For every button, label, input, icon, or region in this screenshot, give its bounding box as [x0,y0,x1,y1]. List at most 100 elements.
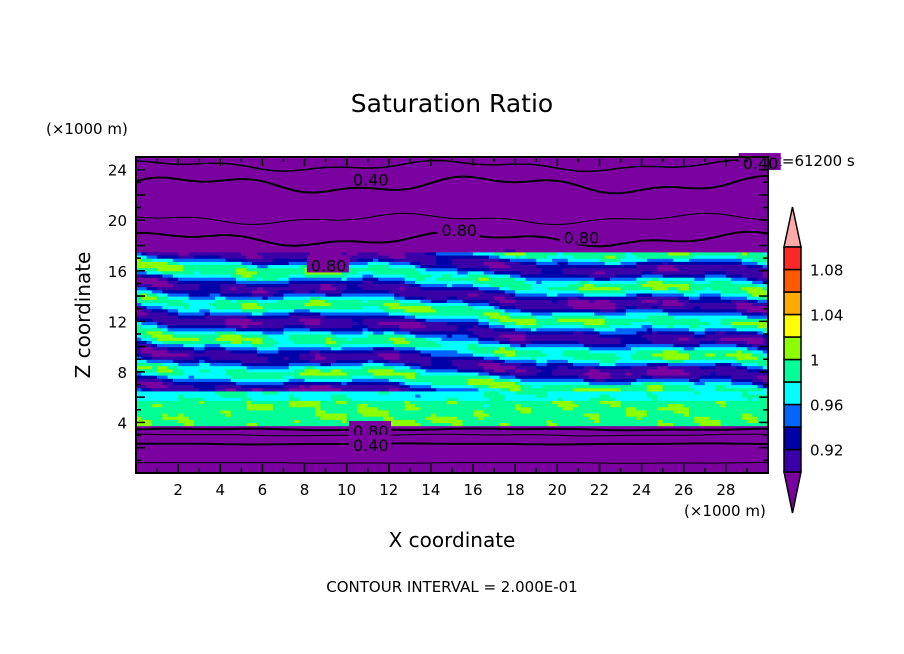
field-cell [146,384,169,389]
field-cell [409,384,432,389]
field-cell [136,349,142,354]
field-cell [641,381,664,386]
field-cell [657,394,743,398]
colorbar-tick-label: 1.04 [810,307,843,325]
field-cell [136,406,248,411]
field-cell [536,327,595,332]
field-cell [689,409,769,414]
field-cell [573,362,601,367]
field-cell [220,283,248,288]
field-cell [136,248,506,253]
field-cell [199,359,206,363]
field-cell [520,273,590,278]
field-cell [704,352,716,357]
field-cell [425,318,479,322]
field-cell [320,283,332,288]
field-cell [199,368,211,373]
field-cell [567,261,606,266]
field-cell [204,400,248,405]
field-cell [367,261,390,266]
field-cell [441,337,479,341]
field-cell [204,359,242,363]
field-cell [320,296,395,300]
field-cell [283,381,342,386]
field-cell [304,270,342,275]
colorbar-tick-label: 0.92 [810,442,843,460]
field-cell [488,254,500,259]
field-cell [193,356,211,360]
plot-frame [135,156,769,474]
field-cell [378,277,406,281]
field-cell [646,368,685,373]
field-cell [478,387,500,392]
field-cell [136,318,153,322]
field-cell [420,394,485,398]
field-cell [167,277,179,281]
field-cell [625,311,669,316]
field-cell [404,286,421,291]
field-cell [362,330,374,335]
field-cell [262,330,285,335]
field-cell [288,403,321,408]
field-cell [536,258,553,262]
field-cell [136,198,769,202]
field-cell [178,412,184,417]
field-cell [151,340,163,345]
field-cell [430,419,464,424]
field-cell [209,302,242,307]
field-cell [373,270,421,275]
field-cell [320,349,374,354]
field-cell [704,273,727,278]
field-cell [552,299,558,303]
field-cell [715,387,764,392]
field-cell [599,308,616,313]
field-cell [499,321,516,326]
y-units-label: (×1000 m) [46,120,128,138]
field-cell [151,346,169,351]
contour-line [136,433,769,437]
field-cell [346,371,374,376]
field-cell [509,264,537,269]
field-cell [515,406,532,411]
field-cell [662,308,737,313]
field-cell [136,416,142,420]
field-cell [746,419,759,424]
field-cell [483,368,495,373]
field-cell [378,352,400,357]
field-cell [694,416,711,420]
field-cell [362,277,379,281]
field-cell [283,327,311,332]
field-cell [720,403,727,408]
field-cell [357,409,390,414]
field-cell [762,333,769,338]
field-cell [188,292,211,297]
field-cell [515,352,548,357]
field-cell [157,286,200,291]
field-cell [520,387,574,392]
field-cell [752,381,764,386]
field-cell [383,302,400,307]
field-cell [230,340,242,345]
field-cell [288,394,295,398]
field-cell [720,318,769,322]
field-cell [499,258,511,262]
contour-line-0.40 [135,442,768,446]
field-cell [330,384,400,389]
field-cell [646,409,674,414]
field-cell [625,292,637,297]
field-cell [662,387,695,392]
field-cell [394,343,443,348]
field-cell [278,340,295,345]
field-cell [178,394,184,398]
field-cell [689,356,737,360]
field-cell [762,340,769,345]
field-cell [157,277,169,281]
field-cell [741,286,764,291]
field-cell [673,264,748,269]
field-cell [567,359,601,363]
field-cell [599,394,611,398]
field-cell [199,270,237,275]
field-cell [625,251,632,256]
field-cell [336,333,369,338]
field-cell [699,365,716,370]
